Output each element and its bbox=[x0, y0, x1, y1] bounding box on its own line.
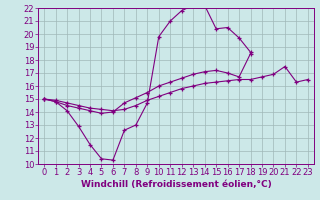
X-axis label: Windchill (Refroidissement éolien,°C): Windchill (Refroidissement éolien,°C) bbox=[81, 180, 271, 189]
